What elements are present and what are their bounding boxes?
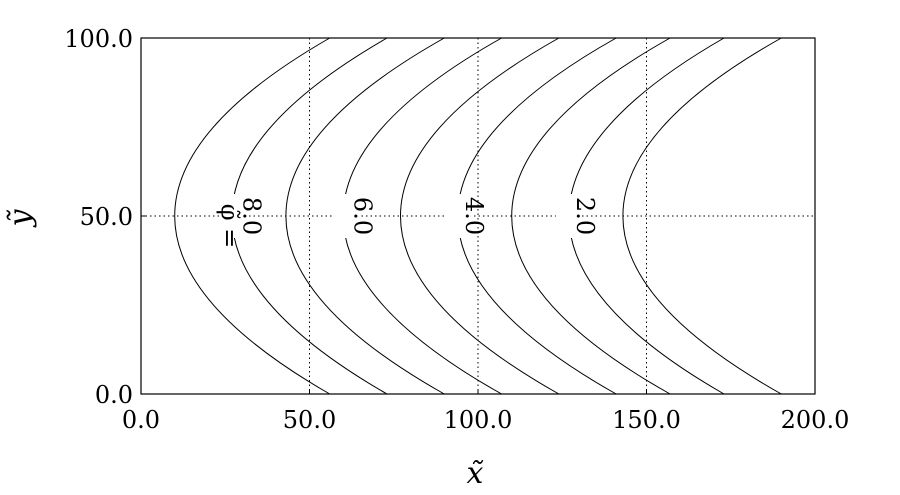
x-tick-label: 0.0 [122, 406, 160, 434]
contour-label: 2.0 [571, 197, 599, 235]
y-axis-label: ỹ [3, 208, 38, 228]
x-tick-label: 150.0 [612, 406, 681, 434]
x-axis-label: x̃ [467, 456, 485, 491]
grid [141, 38, 815, 394]
contour-label-prefix: φ̃ = [215, 204, 243, 249]
contour-line [285, 37, 445, 395]
contour-line [400, 37, 560, 395]
y-tick-label: 0.0 [95, 381, 133, 409]
x-ticks: 0.0 50.0 100.0 150.0 200.0 [122, 389, 849, 434]
contour-label: 6.0 [349, 197, 377, 235]
contour-label: 4.0 [460, 197, 488, 235]
contour-labels: 8.0 6.0 4.0 2.0 φ̃ = [215, 194, 599, 248]
contour-label: 8.0 [237, 197, 265, 235]
contour-label-bg [555, 194, 582, 238]
y-ticks: 0.0 50.0 100.0 [64, 25, 146, 409]
y-tick-label: 100.0 [64, 25, 133, 53]
x-tick-label: 50.0 [283, 406, 336, 434]
contour-line [622, 37, 782, 395]
y-tick-label: 50.0 [80, 203, 133, 231]
contour-label-bg [222, 194, 249, 238]
contour-label-bg [333, 194, 360, 238]
contour-line [174, 37, 330, 395]
x-tick-label: 200.0 [781, 406, 850, 434]
contour-line [511, 37, 671, 395]
contour-label-bg [444, 194, 471, 238]
x-tick-label: 100.0 [444, 406, 513, 434]
